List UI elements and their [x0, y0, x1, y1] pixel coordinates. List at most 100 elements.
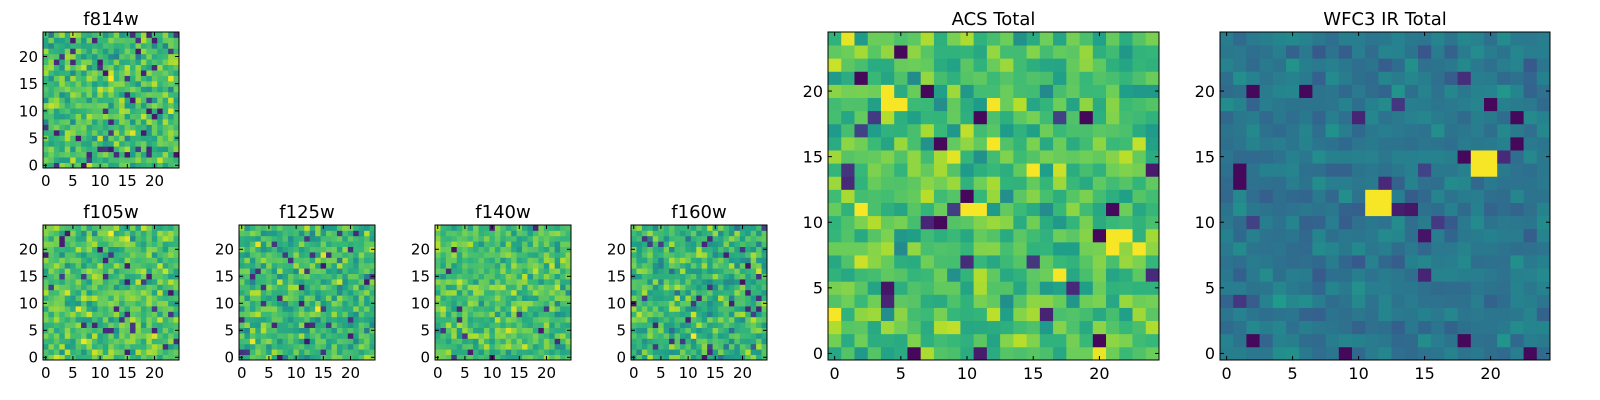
heatmap-cell [1299, 84, 1313, 98]
heatmap-cell [560, 311, 566, 318]
heatmap-cell [239, 257, 245, 264]
heatmap-cell [315, 230, 321, 237]
heatmap-cell [973, 268, 988, 282]
heatmap-cell [86, 343, 93, 350]
heatmap-cell [462, 316, 469, 323]
heatmap-cell [565, 311, 572, 318]
heatmap-cell [1510, 136, 1524, 151]
heatmap-cell [298, 289, 305, 296]
heatmap-cell [1470, 32, 1485, 46]
heatmap-cell [75, 246, 82, 253]
heatmap-cell [364, 225, 370, 231]
x-tick-label: 20 [1480, 364, 1500, 383]
heatmap-cell [907, 281, 922, 295]
heatmap-cell [266, 241, 273, 247]
heatmap-cell [986, 320, 1001, 335]
heatmap-cell [723, 322, 730, 328]
heatmap-cell [718, 349, 724, 355]
heatmap-cell [64, 64, 71, 71]
heatmap-cell [86, 129, 93, 136]
heatmap-cell [108, 146, 115, 153]
heatmap-cell [140, 64, 147, 71]
heatmap-cell [663, 343, 670, 350]
heatmap-cell [516, 349, 523, 355]
heatmap-cell [347, 306, 354, 312]
heatmap-cell [151, 91, 158, 98]
heatmap-cell [565, 295, 572, 301]
heatmap-cell [920, 150, 935, 164]
heatmap-cell [973, 228, 988, 243]
heatmap-cell [707, 241, 713, 247]
heatmap-cell [1286, 294, 1300, 308]
heatmap-cell [81, 102, 87, 109]
panel-title: f160w [671, 202, 726, 223]
heatmap-cell [986, 307, 1001, 322]
heatmap-cell [516, 295, 523, 301]
heatmap-cell [1497, 241, 1511, 256]
heatmap-cell [1312, 176, 1326, 190]
heatmap-cell [734, 252, 741, 258]
heatmap-cell [75, 97, 82, 104]
heatmap-cell [43, 257, 49, 264]
heatmap-cell [249, 322, 256, 328]
heatmap-cell [1523, 45, 1538, 59]
heatmap-cell [244, 262, 251, 269]
heatmap-cell [679, 306, 686, 312]
heatmap-cell [1536, 307, 1551, 322]
heatmap-cell [1246, 320, 1260, 335]
heatmap-cell [102, 146, 109, 153]
heatmap-cell [745, 300, 752, 307]
heatmap-cell [456, 289, 463, 296]
heatmap-cell [59, 75, 66, 82]
heatmap-cell [59, 32, 66, 38]
heatmap-cell [527, 235, 534, 242]
heatmap-cell [511, 311, 517, 318]
heatmap-cell [81, 108, 87, 114]
heatmap-cell [108, 333, 115, 339]
heatmap-cell [880, 123, 895, 138]
heatmap-cell [173, 306, 180, 312]
heatmap-cell [841, 228, 855, 243]
heatmap-cell [1013, 202, 1027, 217]
heatmap-cell [462, 306, 469, 312]
heatmap-cell [445, 225, 452, 231]
heatmap-cell [669, 225, 675, 231]
heatmap-cell [59, 284, 66, 291]
heatmap-cell [1523, 84, 1538, 98]
heatmap-cell [456, 311, 463, 318]
heatmap-cell [718, 257, 724, 264]
heatmap-cell [298, 235, 305, 242]
heatmap-cell [467, 343, 474, 350]
heatmap-cell [451, 257, 458, 264]
heatmap-cell [1418, 320, 1432, 335]
heatmap-cell [1510, 307, 1524, 322]
heatmap-cell [140, 279, 147, 285]
heatmap-cell [113, 230, 120, 237]
heatmap-cell [701, 262, 708, 269]
heatmap-cell [516, 343, 523, 350]
panel-title: f140w [475, 202, 530, 223]
heatmap-cell [1066, 45, 1080, 59]
heatmap-cell [119, 32, 125, 38]
heatmap-cell [320, 235, 327, 242]
heatmap-cell [1365, 228, 1379, 243]
heatmap-cell [1272, 228, 1287, 243]
x-tick-label: 5 [68, 364, 78, 382]
heatmap-cell [151, 48, 158, 55]
heatmap-cell [146, 246, 153, 253]
heatmap-cell [320, 316, 327, 323]
heatmap-cell [440, 268, 447, 274]
heatmap-cell [489, 284, 496, 291]
heatmap-cell [81, 241, 87, 247]
heatmap-cell [151, 80, 158, 87]
heatmap-cell [108, 119, 115, 125]
heatmap-cell [43, 279, 49, 285]
heatmap-cell [1145, 307, 1160, 322]
heatmap-cell [1039, 320, 1054, 335]
heatmap-cell [260, 300, 267, 307]
heatmap-cell [91, 300, 98, 307]
heatmap-cell [647, 230, 654, 237]
heatmap-cell [146, 338, 153, 345]
heatmap-cell [701, 333, 708, 339]
